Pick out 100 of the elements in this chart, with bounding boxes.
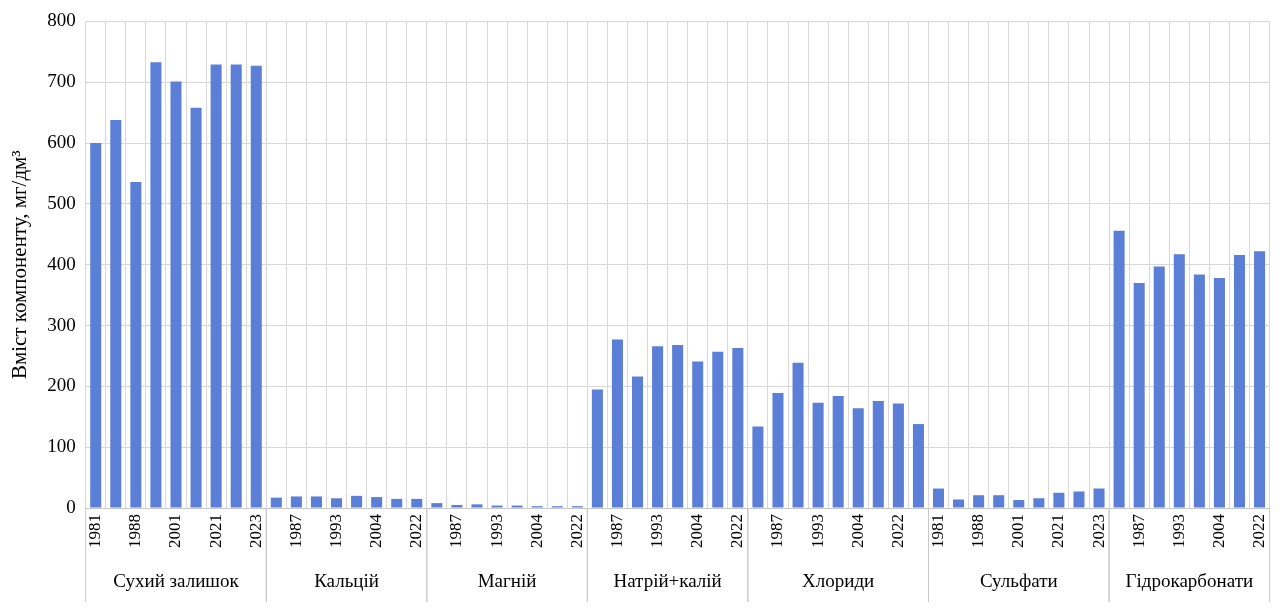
bar <box>973 495 985 508</box>
bar <box>591 389 603 508</box>
x-tick-label: 1993 <box>807 514 827 548</box>
bar <box>1093 488 1105 508</box>
bar <box>250 65 262 508</box>
x-tick-label: 2001 <box>165 514 185 548</box>
bar <box>611 339 623 508</box>
x-tick-label: 1981 <box>85 514 105 548</box>
y-tick-label: 700 <box>47 70 76 92</box>
y-tick-label: 200 <box>47 374 76 396</box>
x-tick-label: 1987 <box>446 513 466 548</box>
x-tick-label: 2004 <box>526 513 546 548</box>
text: Кальцій <box>314 569 379 591</box>
text: Хлориди <box>802 569 875 591</box>
bar <box>852 408 864 508</box>
x-tick-label: 2021 <box>205 514 225 548</box>
x-tick-label: 1993 <box>1168 514 1188 548</box>
bar <box>270 497 282 508</box>
y-tick-label: 100 <box>47 435 76 457</box>
bar <box>772 393 784 508</box>
x-tick-label: 2004 <box>366 513 386 548</box>
x-tick-label: 1987 <box>606 513 626 548</box>
bar <box>632 376 644 508</box>
y-tick-label: 600 <box>47 131 76 153</box>
bar <box>1193 274 1205 508</box>
bar <box>993 495 1005 508</box>
bar <box>932 488 945 508</box>
bar <box>290 496 302 508</box>
text: Гідрокарбонати <box>1125 569 1254 591</box>
bar <box>471 504 483 508</box>
x-tick-label: 1993 <box>325 514 345 548</box>
bar <box>331 498 343 508</box>
bar <box>892 403 904 508</box>
bar <box>1254 251 1266 508</box>
bar <box>672 344 684 508</box>
x-tick-label: 2023 <box>1088 514 1108 548</box>
bar <box>451 504 463 508</box>
text: Натрій+калій <box>613 569 722 591</box>
bar <box>1233 254 1246 508</box>
bar <box>732 348 744 508</box>
y-tick-label: 500 <box>47 191 76 213</box>
x-tick-label: 2022 <box>566 514 586 548</box>
bar <box>953 499 965 508</box>
bar <box>431 503 443 508</box>
bar <box>692 361 704 508</box>
bar <box>1173 254 1185 508</box>
x-tick-label: 2023 <box>245 514 265 548</box>
y-tick-label: 300 <box>47 313 76 335</box>
bar <box>210 64 222 508</box>
bar <box>792 362 804 508</box>
bar <box>170 81 182 508</box>
x-tick-label: 2022 <box>727 514 747 548</box>
y-tick-label: 400 <box>47 252 76 274</box>
x-tick-label: 2021 <box>1048 514 1068 548</box>
x-tick-label: 1987 <box>767 513 787 548</box>
bar <box>411 498 423 508</box>
x-tick-label: 1981 <box>927 514 947 548</box>
text: Магній <box>477 569 537 591</box>
x-tick-label: 2022 <box>406 514 426 548</box>
x-tick-label: 2004 <box>687 513 707 548</box>
x-tick-label: 2001 <box>1008 514 1028 548</box>
bar <box>1153 266 1165 508</box>
bar <box>1133 282 1145 508</box>
y-tick-label: 800 <box>47 9 76 31</box>
x-tick-label: 2004 <box>847 513 867 548</box>
bar <box>652 346 664 508</box>
bar <box>832 396 844 508</box>
y-axis-title: Вміст компоненту, мг/дм³ <box>7 150 32 380</box>
x-tick-label: 1993 <box>486 514 506 548</box>
x-tick-label: 1987 <box>1128 513 1148 548</box>
bar <box>1053 492 1065 508</box>
x-tick-label: 2004 <box>1208 513 1228 548</box>
x-tick-label: 2022 <box>1249 514 1269 548</box>
bar <box>1113 230 1125 508</box>
x-tick-label: 1987 <box>285 513 305 548</box>
bar <box>712 351 724 508</box>
y-tick-label: 0 <box>66 495 76 517</box>
bar <box>752 426 764 508</box>
bar <box>110 119 122 508</box>
bar <box>190 107 202 508</box>
text: Сухий залишок <box>113 569 240 591</box>
bar <box>812 402 824 508</box>
bar <box>1073 491 1085 508</box>
text: Сульфати <box>979 569 1058 591</box>
bar <box>391 498 403 508</box>
bar <box>1213 278 1225 508</box>
x-tick-label: 2022 <box>887 514 907 548</box>
x-tick-label: 1993 <box>647 514 667 548</box>
bar <box>90 143 102 508</box>
x-tick-label: 1988 <box>968 514 988 548</box>
bar <box>912 424 924 508</box>
bar <box>1033 498 1045 508</box>
bar <box>351 495 363 508</box>
bar <box>1013 500 1025 508</box>
bar <box>150 62 162 508</box>
x-tick-label: 1988 <box>125 514 145 548</box>
bar <box>230 64 242 508</box>
bar <box>310 496 322 508</box>
bar <box>371 497 383 508</box>
bar <box>872 400 884 508</box>
